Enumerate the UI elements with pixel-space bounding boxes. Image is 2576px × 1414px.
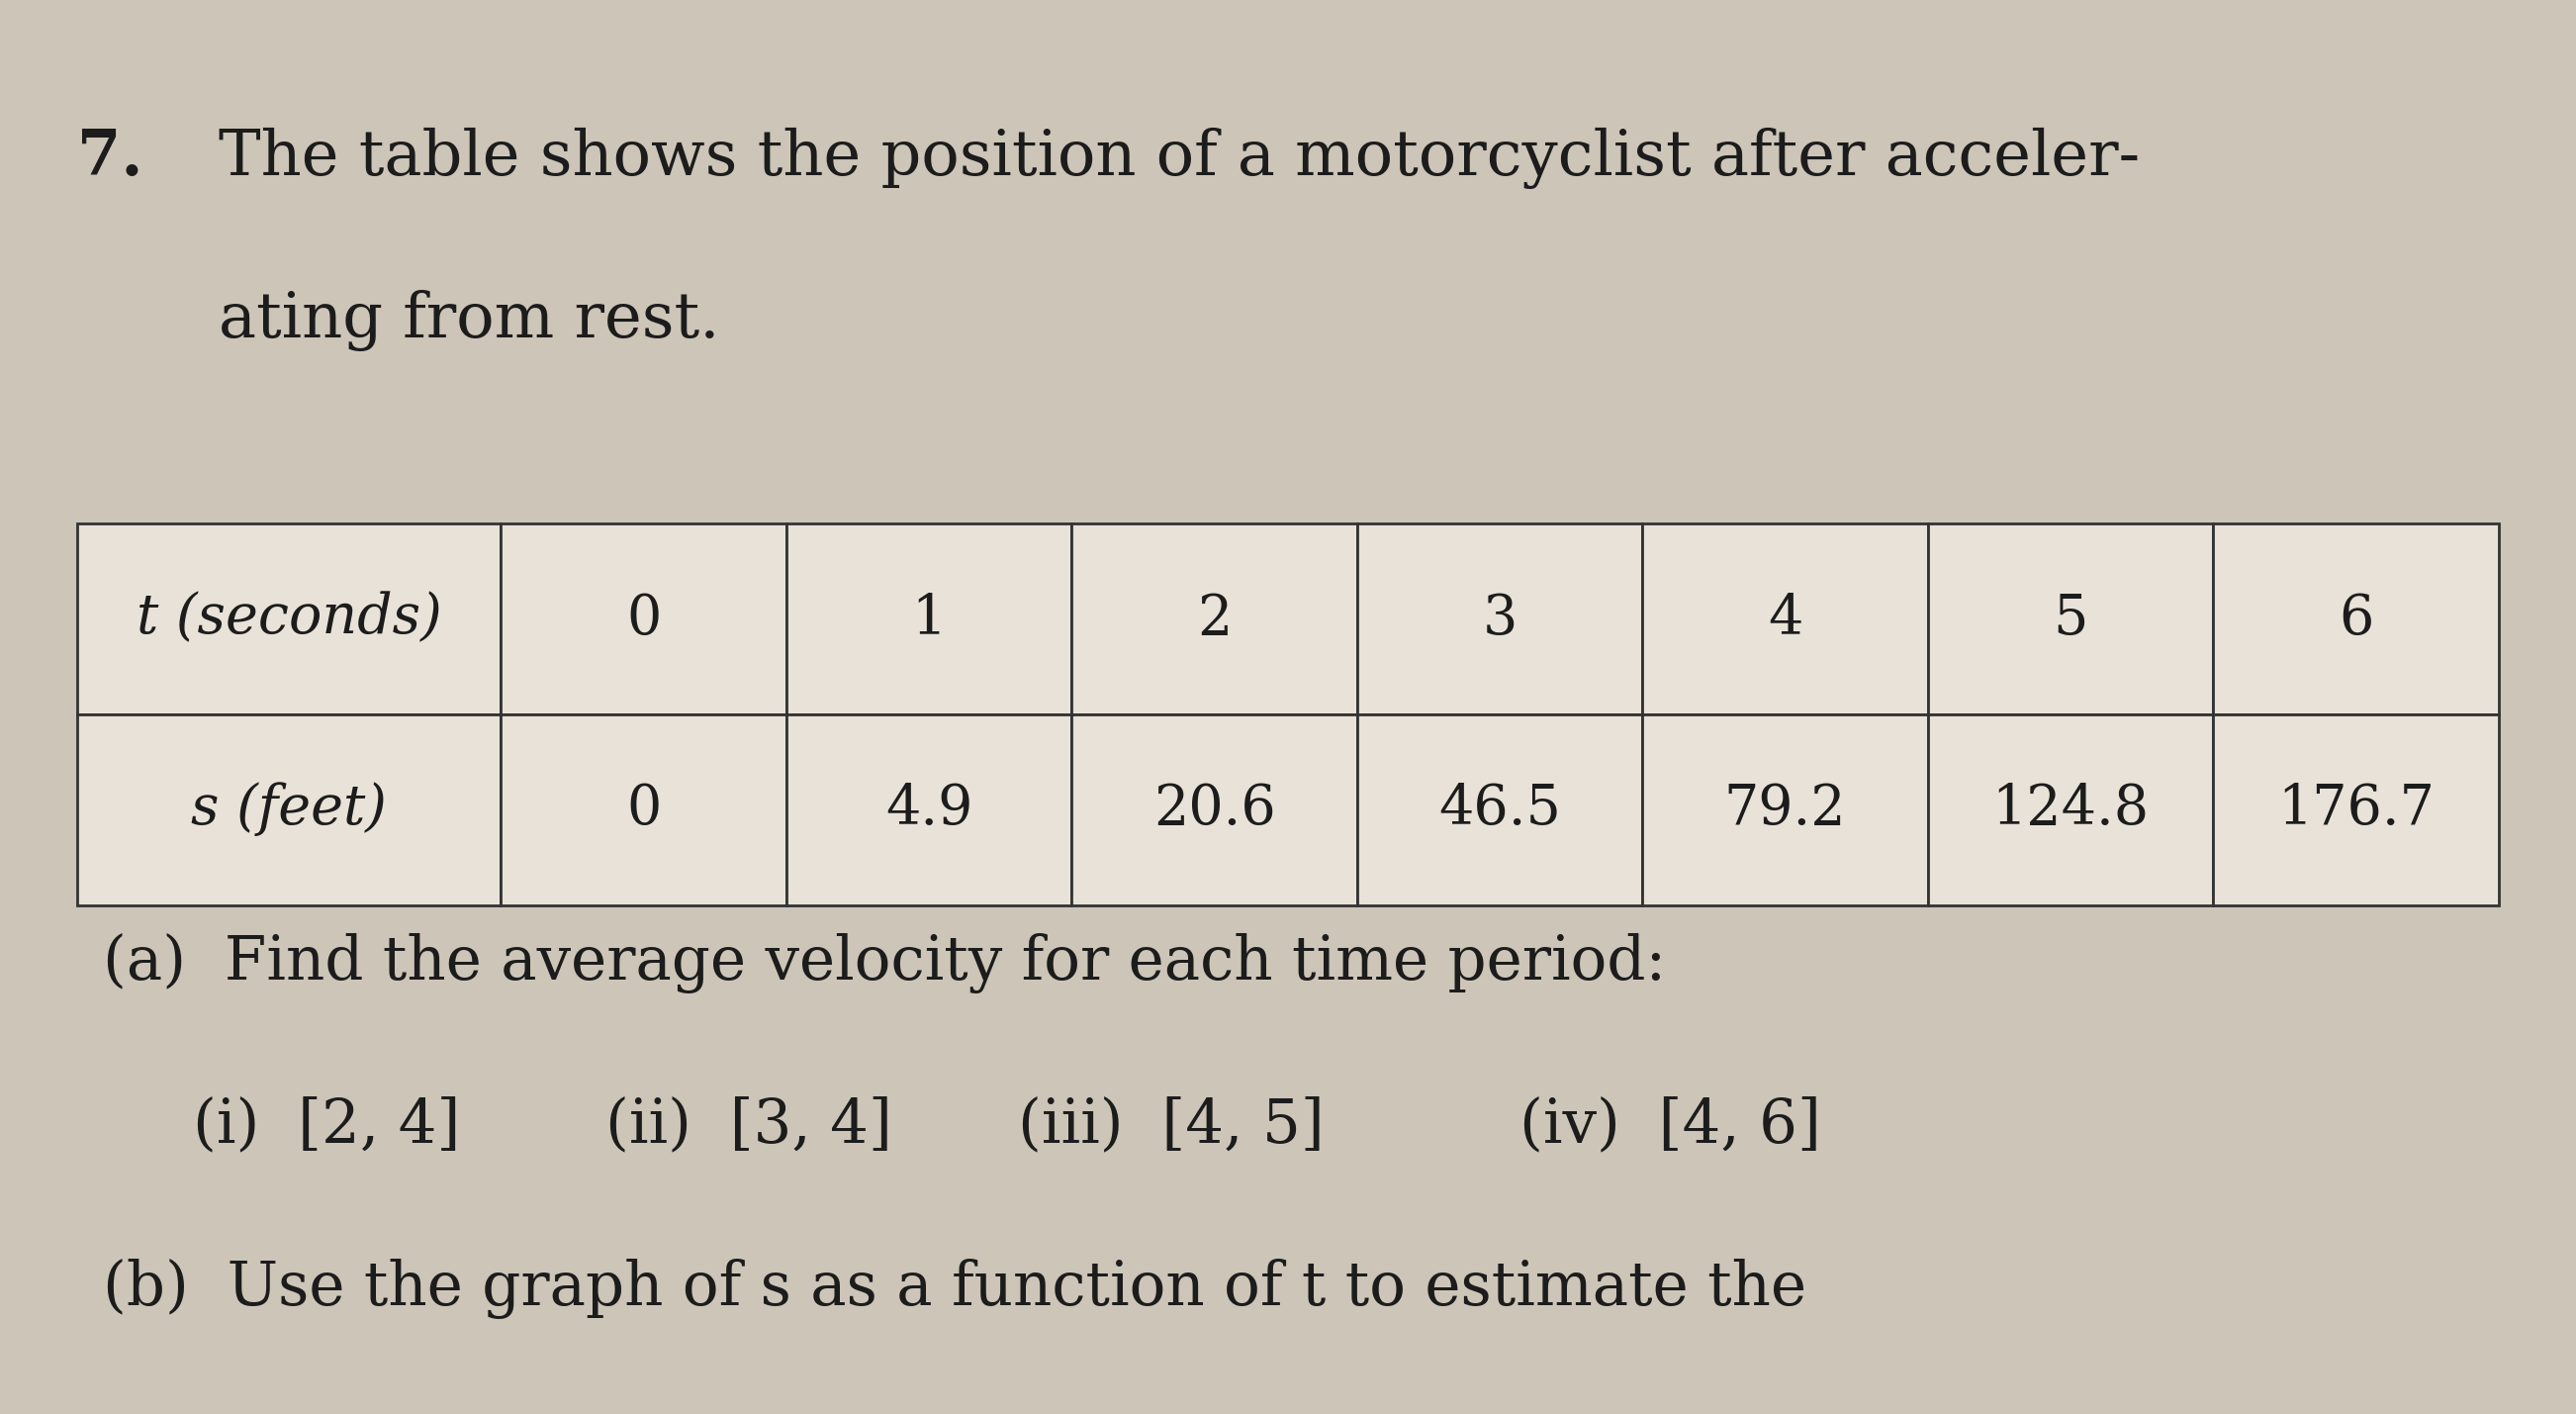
Text: 0: 0 <box>626 782 662 837</box>
Text: 5: 5 <box>2053 591 2089 646</box>
Text: 4.9: 4.9 <box>886 782 974 837</box>
Text: (iii)  [4, 5]: (iii) [4, 5] <box>1018 1096 1324 1155</box>
Text: 79.2: 79.2 <box>1723 782 1847 837</box>
Bar <box>1643 523 1927 714</box>
Text: s (feet): s (feet) <box>191 782 386 837</box>
Text: (b)  Use the graph of s as a function of t to estimate the: (b) Use the graph of s as a function of … <box>103 1258 1806 1319</box>
Text: 0: 0 <box>626 591 662 646</box>
Text: The table shows the position of a motorcyclist after acceler-: The table shows the position of a motorc… <box>219 127 2141 188</box>
Bar <box>500 714 786 905</box>
Text: 2: 2 <box>1198 591 1231 646</box>
Bar <box>1072 523 1358 714</box>
Text: (ii)  [3, 4]: (ii) [3, 4] <box>605 1096 891 1155</box>
Text: 176.7: 176.7 <box>2277 782 2434 837</box>
Text: 1: 1 <box>912 591 945 646</box>
Text: 20.6: 20.6 <box>1154 782 1275 837</box>
Text: 7.: 7. <box>77 127 144 188</box>
Text: (a)  Find the average velocity for each time period:: (a) Find the average velocity for each t… <box>103 933 1667 994</box>
Text: 4: 4 <box>1767 591 1803 646</box>
Text: (i)  [2, 4]: (i) [2, 4] <box>193 1096 461 1155</box>
Bar <box>2213 714 2499 905</box>
Bar <box>77 714 500 905</box>
Bar <box>2213 523 2499 714</box>
Bar <box>1927 523 2213 714</box>
Bar <box>1072 714 1358 905</box>
Bar <box>1358 523 1643 714</box>
Bar <box>1927 714 2213 905</box>
Bar <box>1358 714 1643 905</box>
Text: ating from rest.: ating from rest. <box>219 290 721 351</box>
Text: 6: 6 <box>2339 591 2372 646</box>
Text: 124.8: 124.8 <box>1991 782 2148 837</box>
Bar <box>786 523 1072 714</box>
Bar <box>1643 714 1927 905</box>
Text: (iv)  [4, 6]: (iv) [4, 6] <box>1520 1096 1821 1155</box>
Text: t (seconds): t (seconds) <box>137 591 443 646</box>
Bar <box>77 523 500 714</box>
Bar <box>786 714 1072 905</box>
Text: 46.5: 46.5 <box>1437 782 1561 837</box>
Text: 3: 3 <box>1481 591 1517 646</box>
Bar <box>500 523 786 714</box>
